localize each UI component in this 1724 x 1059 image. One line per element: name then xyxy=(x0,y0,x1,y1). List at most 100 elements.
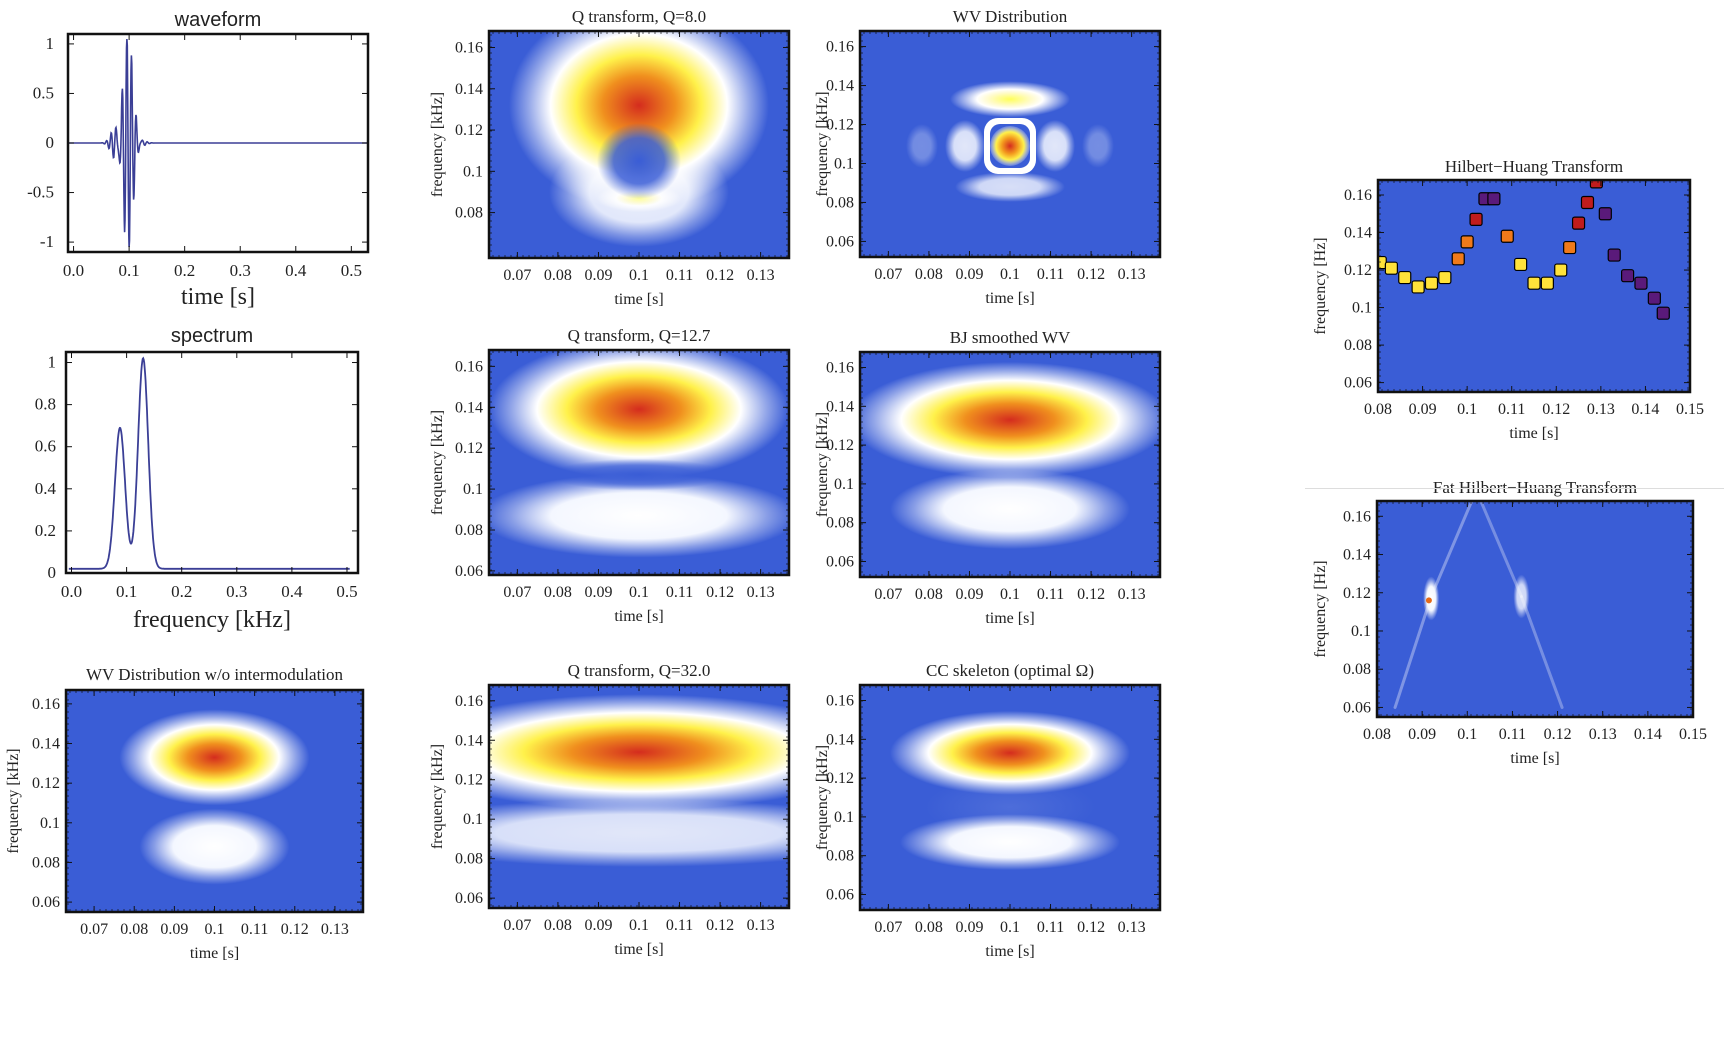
heat-blob-high xyxy=(860,361,1160,478)
x-tick-label: 0.07 xyxy=(80,921,108,938)
y-tick-label: 0.1 xyxy=(40,815,60,832)
panel-cc: 0.07 0.08 0.09 0.1 0.11 0.12 0.13 0.16 0.14 0.12 0… xyxy=(805,658,1190,1054)
x-tick-label: 0.12 xyxy=(281,921,309,938)
y-tick-label: 0.6 xyxy=(35,437,56,456)
x-tick-label: 0.11 xyxy=(1037,266,1064,283)
x-tick-label: 0.1 xyxy=(1000,266,1020,283)
y-tick-label: 0.08 xyxy=(826,848,854,865)
y-axis-label: frequency [kHz] xyxy=(429,92,446,197)
y-tick-label: 0.14 xyxy=(826,398,854,415)
y-tick-label: 0.12 xyxy=(1343,585,1371,602)
x-tick-label: 0.3 xyxy=(230,261,251,280)
y-tick-label: 0.14 xyxy=(455,399,483,416)
plot-frame-spectrum xyxy=(64,350,360,575)
x-tick-label: 0.08 xyxy=(120,921,148,938)
panel-q8: 0.07 0.08 0.09 0.1 0.11 0.12 0.13 0.16 0.14 0.12 0… xyxy=(420,0,805,320)
svg-spectrum: 0.0 0.1 0.2 0.3 0.4 0.5 1 0.8 0.6 0.4 0.2 0 spectrum… xyxy=(35,325,360,633)
y-tick-label: 0.06 xyxy=(455,563,483,580)
x-tick-label: 0.12 xyxy=(706,584,734,601)
fhht-streak xyxy=(1429,501,1474,599)
x-tick-label: 0.11 xyxy=(1037,586,1064,603)
y-tick-label: 0.08 xyxy=(455,851,483,868)
svg-hht: 0.08 0.09 0.1 0.11 0.12 0.13 0.14 0.15 0.16 0.14 0… xyxy=(1312,157,1704,442)
y-axis-label: frequency [kHz] xyxy=(814,91,831,196)
hht-point xyxy=(1540,276,1554,290)
y-tick-label: 0.12 xyxy=(826,117,854,134)
heat-blob-high xyxy=(119,709,310,806)
y-tick-label: 0.1 xyxy=(463,811,483,828)
x-tick-label: 0.11 xyxy=(666,917,693,934)
chart-title: Q transform, Q=8.0 xyxy=(572,7,706,26)
x-tick-label: 0.08 xyxy=(1364,401,1392,418)
hht-point xyxy=(1451,252,1465,266)
y-tick-label: 0.1 xyxy=(834,476,854,493)
x-tick-label: 0.1 xyxy=(629,267,649,284)
heat-side-lobe xyxy=(1035,119,1075,172)
hht-point xyxy=(1656,306,1670,320)
heatmap-layer xyxy=(509,31,769,247)
hht-point xyxy=(1607,248,1621,262)
x-tick-label: 0.11 xyxy=(1498,401,1525,418)
y-tick-label: 0.16 xyxy=(455,358,483,375)
x-axis-label: time [s] xyxy=(614,941,663,958)
hht-point xyxy=(1424,276,1439,290)
chart-title: Q transform, Q=12.7 xyxy=(568,326,711,345)
y-axis-label: frequency [Hz] xyxy=(1312,560,1329,657)
y-tick-label: 0.14 xyxy=(455,81,483,98)
y-tick-label: 0.06 xyxy=(826,886,854,903)
heatmap-layer xyxy=(906,81,1114,202)
y-tick-label: 0.4 xyxy=(35,479,57,498)
x-tick-label: 0.08 xyxy=(915,266,943,283)
y-tick-label: 0.14 xyxy=(455,732,483,749)
y-axis-label: frequency [kHz] xyxy=(429,410,446,515)
y-tick-label: 0.16 xyxy=(826,360,854,377)
chart-title: Fat Hilbert−Huang Transform xyxy=(1433,478,1637,497)
panel-bj: 0.07 0.08 0.09 0.1 0.11 0.12 0.13 0.16 0.14 0.12 0… xyxy=(805,323,1190,653)
heat-blob-arc xyxy=(509,31,769,211)
x-tick-label: 0.08 xyxy=(544,917,572,934)
y-tick-label: 0.14 xyxy=(826,731,854,748)
y-tick-label: 0.16 xyxy=(1344,187,1372,204)
x-tick-label: 0.12 xyxy=(706,267,734,284)
y-tick-label: 0.14 xyxy=(826,78,854,95)
svg-waveform: 0.0 0.1 0.2 0.3 0.4 0.5 1 0.5 0 -0.5 -1 waveform tim… xyxy=(27,9,370,310)
y-tick-label: 0.08 xyxy=(32,854,60,871)
svg-wv: 0.07 0.08 0.09 0.1 0.11 0.12 0.13 0.16 0.14 0.12 0… xyxy=(814,7,1162,307)
fhht-peak-1-core xyxy=(1425,597,1432,604)
y-tick-label: -1 xyxy=(40,232,54,251)
y-tick-label: 0 xyxy=(48,563,57,582)
hht-point xyxy=(1589,180,1603,189)
y-tick-label: 0.12 xyxy=(1344,262,1372,279)
y-axis-label: frequency [kHz] xyxy=(814,745,831,850)
hht-point xyxy=(1571,216,1586,230)
hht-point xyxy=(1469,212,1483,226)
x-axis-label: time [s] xyxy=(985,290,1034,307)
x-tick-label: 0.11 xyxy=(1037,919,1064,936)
y-tick-label: 0.08 xyxy=(826,194,854,211)
x-tick-label: 0.5 xyxy=(336,582,357,601)
x-tick-label: 0.11 xyxy=(241,921,268,938)
hht-point xyxy=(1621,269,1635,283)
x-tick-label: 0.12 xyxy=(1077,586,1105,603)
panel-q12: 0.07 0.08 0.09 0.1 0.11 0.12 0.13 0.16 0.14 0.12 0… xyxy=(420,323,805,653)
x-axis-label: time [s] xyxy=(614,608,663,625)
x-tick-label: 0.07 xyxy=(874,919,902,936)
x-tick-label: 0.1 xyxy=(629,917,649,934)
svg-q8: 0.07 0.08 0.09 0.1 0.11 0.12 0.13 0.16 0.14 0.12 0… xyxy=(429,7,791,308)
panel-divider xyxy=(1305,488,1724,489)
y-tick-label: 0.16 xyxy=(32,696,60,713)
heat-side-lobe xyxy=(945,119,985,172)
y-tick-label: 0.08 xyxy=(1344,337,1372,354)
x-tick-label: 0.11 xyxy=(1499,726,1526,743)
x-tick-label: 0.1 xyxy=(1000,919,1020,936)
x-tick-label: 0.12 xyxy=(706,917,734,934)
x-tick-label: 0.15 xyxy=(1679,726,1707,743)
x-tick-label: 0.3 xyxy=(226,582,247,601)
x-tick-label: 0.13 xyxy=(1118,586,1146,603)
svg-fhht: 0.08 0.09 0.1 0.11 0.12 0.13 0.14 0.15 0.16 0.14 0… xyxy=(1312,478,1707,767)
y-tick-label: 0.1 xyxy=(834,155,854,172)
x-tick-label: 0.1 xyxy=(629,584,649,601)
panel-wv: 0.07 0.08 0.09 0.1 0.11 0.12 0.13 0.16 0.14 0.12 0… xyxy=(805,0,1190,320)
svg-q12: 0.07 0.08 0.09 0.1 0.11 0.12 0.13 0.16 0.14 0.12 0… xyxy=(429,326,791,625)
hht-point xyxy=(1647,291,1661,305)
